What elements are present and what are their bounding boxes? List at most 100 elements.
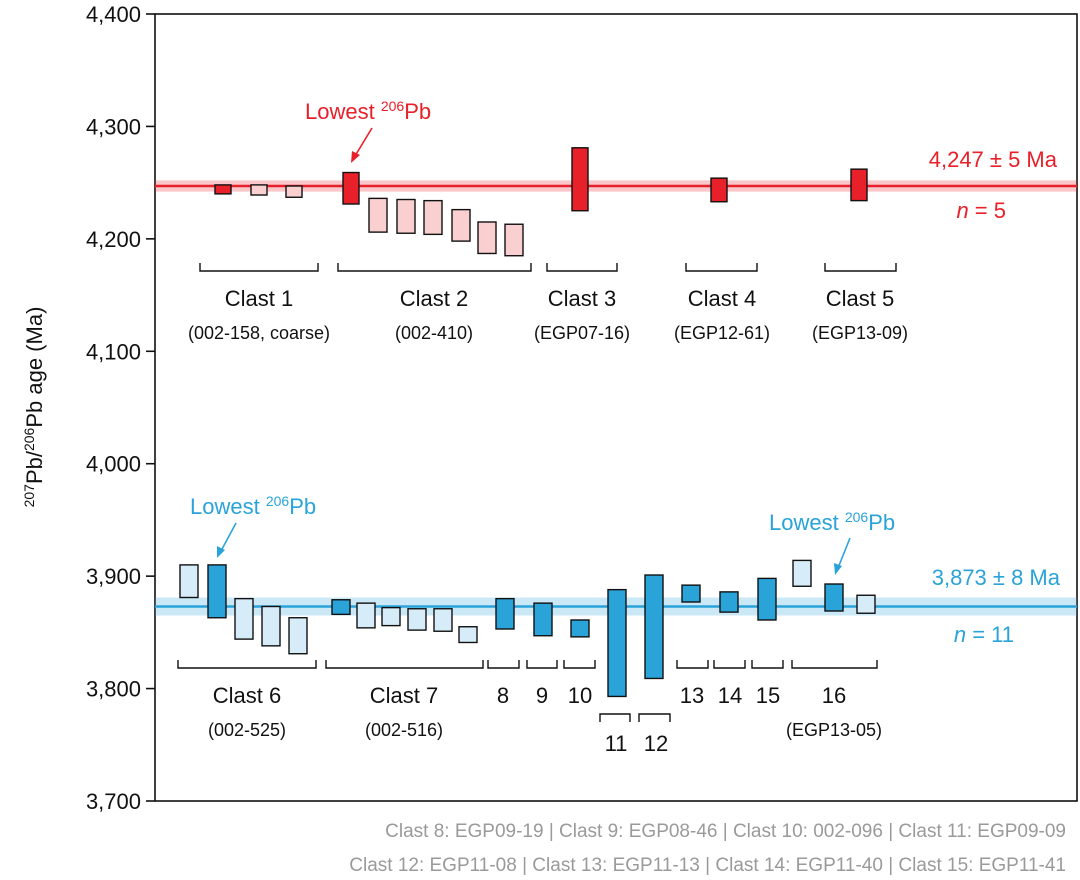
clast-label-lower-5: 11	[605, 731, 628, 756]
bracket-upper-3	[685, 263, 758, 272]
data-bars	[179, 147, 876, 698]
bar-lower-clast-8-11	[495, 597, 515, 630]
lower-n-label: n = 11	[954, 622, 1014, 647]
bar-upper-clast-1-0	[214, 184, 232, 195]
y-tick-label-7: 4,400	[86, 2, 141, 27]
lowest-callout-lower-left-text: Lowest 206Pb	[190, 493, 316, 519]
clast-label-lower-4: 10	[568, 683, 592, 708]
bar-lower-clast-15-18	[757, 577, 777, 621]
bar-lower-clast-14-17	[719, 591, 739, 613]
clast-labels: Clast 1 (002-158, coarse) Clast 2 (002-410)…	[188, 286, 908, 756]
bar-upper-clast-5-12	[850, 168, 868, 202]
bracket-upper-0	[199, 263, 319, 272]
y-axis-title: 207Pb/206Pb age (Ma)	[21, 307, 47, 508]
lowest-callout-lower-left: Lowest 206Pb	[190, 493, 316, 558]
clast-sublabel-upper-4: (EGP13-09)	[812, 323, 908, 343]
bar-upper-clast-2-3	[342, 171, 360, 205]
y-tick-label-6: 4,300	[86, 114, 141, 139]
bar-lower-clast-16-20	[824, 583, 844, 612]
lowest-callout-upper-arrow	[354, 127, 373, 157]
bar-upper-clast-2-4	[368, 197, 388, 233]
clast-label-upper-2: Clast 3	[548, 286, 616, 311]
clast-label-lower-8: 14	[718, 683, 742, 708]
bar-lower-clast-7-10	[458, 626, 478, 644]
bar-lower-clast-13-16	[681, 584, 701, 603]
y-tick-label-3: 4,000	[86, 452, 141, 477]
y-axis: 3,700 3,800 3,900 4,000 4,100 4,200 4,300 4,400	[86, 2, 155, 814]
clast-label-upper-1: Clast 2	[400, 286, 468, 311]
bar-lower-clast-9-12	[533, 602, 553, 637]
lowest-callout-upper: Lowest 206Pb	[305, 98, 431, 163]
bar-upper-clast-2-6	[423, 199, 443, 236]
y-tick-label-4: 4,100	[86, 339, 141, 364]
bar-upper-clast-3-10	[571, 147, 589, 212]
bar-lower-clast-7-6	[356, 602, 376, 629]
clast-sublabel-upper-0: (002-158, coarse)	[188, 323, 330, 343]
bracket-lower-6	[638, 713, 671, 722]
lowest-callout-upper-text: Lowest 206Pb	[305, 98, 431, 124]
y-tick-label-5: 4,200	[86, 227, 141, 252]
y-tick-label-2: 3,900	[86, 564, 141, 589]
lowest-callout-lower-right-text: Lowest 206Pb	[769, 509, 895, 535]
bar-upper-clast-1-2	[285, 185, 303, 198]
clast-sublabel-upper-3: (EGP12-61)	[674, 323, 770, 343]
bar-lower-clast-6-3	[261, 605, 281, 647]
clast-label-lower-3: 9	[536, 683, 548, 708]
bracket-upper-1	[337, 263, 532, 272]
clast-label-lower-7: 13	[680, 683, 704, 708]
lowest-callout-lower-right: Lowest 206Pb	[769, 509, 895, 575]
lowest-callout-lower-right-arrowhead	[834, 563, 842, 575]
upper-mean-label: 4,247 ± 5 Ma	[929, 147, 1058, 172]
clast-sublabel-lower-1: (002-516)	[365, 720, 443, 740]
bar-lower-clast-6-0	[179, 564, 199, 599]
bar-lower-clast-10-13	[570, 619, 590, 638]
clast-label-lower-9: 15	[756, 683, 780, 708]
bracket-lower-2	[487, 660, 520, 669]
clast-label-lower-10: 16	[822, 683, 846, 708]
lower-mean-label: 3,873 ± 8 Ma	[932, 565, 1061, 590]
bracket-upper-2	[546, 263, 618, 272]
bar-upper-clast-2-9	[504, 223, 524, 257]
footnote-line-1: Clast 8: EGP09-19 | Clast 9: EGP08-46 | …	[385, 821, 1066, 842]
bracket-lower-1	[325, 660, 484, 669]
bar-upper-clast-2-7	[451, 208, 471, 242]
bar-lower-clast-12-15	[644, 574, 664, 680]
footnote-line-2: Clast 12: EGP11-08 | Clast 13: EGP11-13 …	[349, 855, 1066, 876]
y-tick-label-1: 3,800	[86, 677, 141, 702]
bracket-lower-8	[713, 660, 746, 669]
clast-label-lower-6: 12	[644, 731, 668, 756]
lowest-callout-lower-right-arrow	[837, 537, 851, 569]
plot-frame	[154, 13, 1078, 802]
mean-bands	[155, 180, 1077, 616]
bar-lower-clast-7-9	[433, 608, 453, 632]
clast-label-lower-2: 8	[497, 683, 509, 708]
upper-n-label: n = 5	[956, 198, 1006, 223]
lowest-callout-upper-arrowhead	[351, 151, 360, 163]
y-tick-label-0: 3,700	[86, 789, 141, 814]
bracket-upper-4	[824, 263, 897, 272]
bar-lower-clast-11-14	[607, 588, 627, 698]
bracket-lower-3	[526, 660, 558, 669]
bar-upper-clast-1-1	[250, 184, 268, 196]
clast-sublabel-lower-10: (EGP13-05)	[786, 720, 882, 740]
bar-lower-clast-7-8	[407, 608, 427, 631]
bracket-lower-10	[791, 660, 878, 669]
bar-upper-clast-2-8	[477, 221, 497, 255]
bar-lower-clast-6-4	[288, 617, 308, 655]
lowest-callout-lower-left-arrowhead	[217, 546, 225, 558]
bracket-lower-7	[676, 660, 709, 669]
bar-lower-clast-6-1	[207, 564, 227, 619]
bar-upper-clast-2-5	[396, 198, 416, 234]
clast-sublabel-lower-0: (002-525)	[208, 720, 286, 740]
bracket-lower-5	[599, 713, 631, 722]
clast-sublabel-upper-1: (002-410)	[395, 323, 473, 343]
clast-brackets	[177, 263, 897, 722]
clast-label-upper-3: Clast 4	[688, 286, 756, 311]
bar-lower-clast-16-21	[856, 594, 876, 614]
bar-lower-clast-16-19	[792, 559, 812, 587]
bracket-lower-0	[177, 660, 317, 669]
clast-label-lower-1: Clast 7	[370, 683, 438, 708]
bar-lower-clast-7-5	[331, 599, 351, 616]
clast-label-upper-0: Clast 1	[225, 286, 293, 311]
bracket-lower-4	[563, 660, 596, 669]
